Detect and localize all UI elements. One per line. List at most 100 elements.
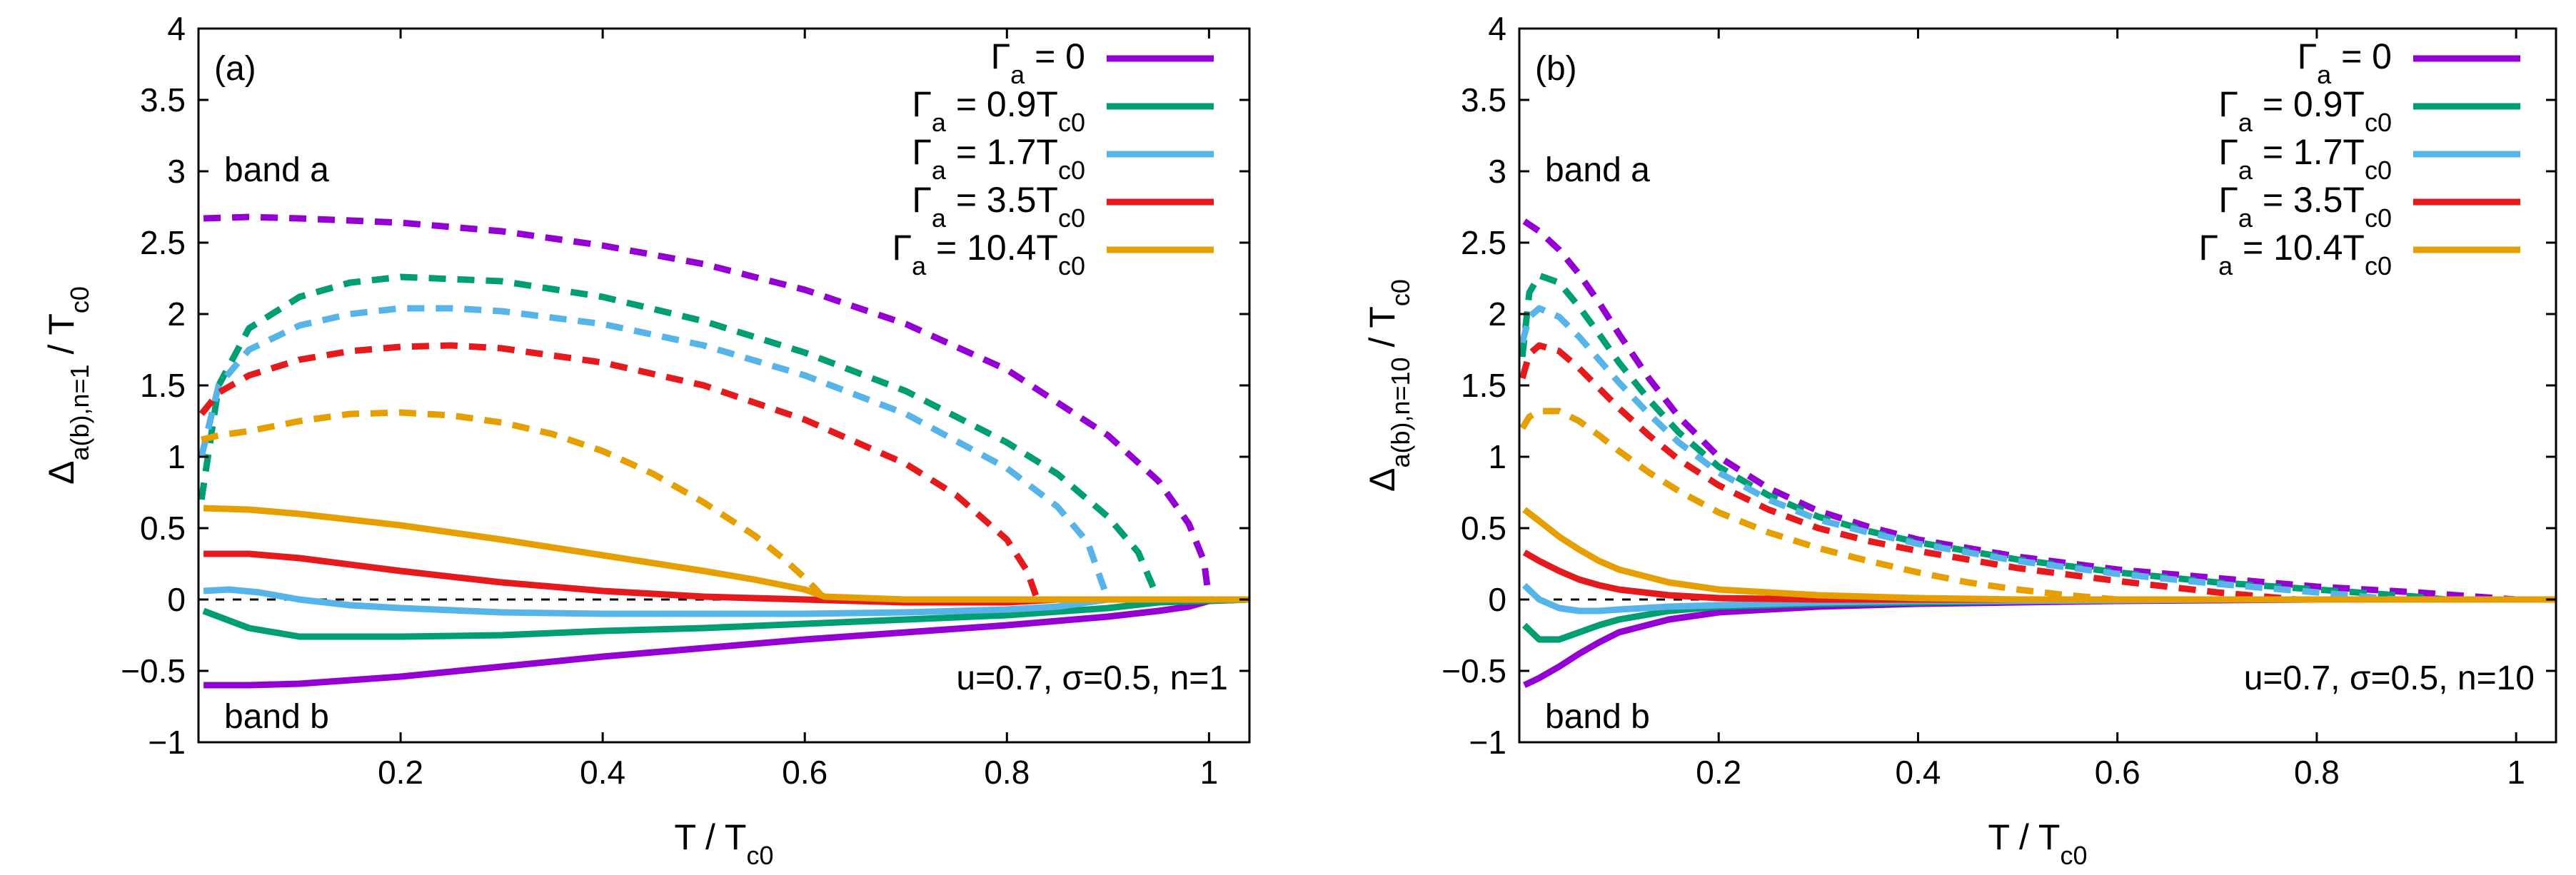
- y-tick-label: 1: [1488, 438, 1506, 475]
- series-line-band-b-1: [202, 596, 1250, 640]
- legend-value: = 0: [1025, 36, 1085, 76]
- legend-value: = 10.4T: [2233, 228, 2365, 268]
- x-axis-label: T / Tc0: [1988, 817, 2088, 870]
- legend-entry-1: Γa = 0.9Tc0: [2218, 84, 2392, 137]
- series-line-band-a-4: [1519, 408, 2118, 603]
- y-tick-label: 0.5: [1461, 510, 1506, 547]
- y-tick-label: 0.5: [140, 510, 186, 547]
- x-tick-label: 1: [2507, 754, 2525, 791]
- legend-value: = 10.4T: [926, 228, 1058, 268]
- legend-value: = 0.9T: [2253, 84, 2365, 124]
- y-axis-label-suffix: / T: [41, 313, 81, 364]
- x-tick-label: 0.6: [2095, 754, 2140, 791]
- legend-gamma: Γ: [912, 180, 932, 220]
- y-tick-label: 0: [1488, 581, 1506, 618]
- x-tick-label: 0.2: [378, 754, 423, 791]
- legend-gamma-subscript: a: [912, 251, 927, 280]
- x-axis-label-text: T / T: [1988, 817, 2061, 857]
- y-tick-label: 1.5: [140, 367, 186, 404]
- y-tick-label: 1.5: [1461, 367, 1506, 404]
- legend-value: = 3.5T: [946, 180, 1058, 220]
- legend-gamma-subscript: a: [2238, 203, 2253, 233]
- panel-label: (b): [1535, 50, 1577, 88]
- legend-gamma-subscript: a: [2218, 251, 2233, 280]
- y-tick-label: 2.5: [1461, 224, 1506, 261]
- series-line-band-b-4: [203, 505, 1249, 603]
- x-axis-label-text: T / T: [675, 817, 747, 857]
- y-tick-label: 4: [1488, 10, 1506, 47]
- legend-entry-2: Γa = 1.7Tc0: [912, 132, 1085, 185]
- legend-entry-4: Γa = 10.4Tc0: [892, 228, 1085, 280]
- legend-value-subscript: c0: [1058, 251, 1085, 280]
- legend-entry-3: Γa = 3.5Tc0: [912, 180, 1085, 233]
- legend-value: = 1.7T: [946, 132, 1058, 172]
- legend-value: = 3.5T: [2253, 180, 2365, 220]
- y-axis-label-subscript: a(b),n=10: [1386, 357, 1415, 467]
- x-axis-label-subscript: c0: [2060, 841, 2087, 870]
- legend-gamma: Γ: [2199, 228, 2219, 268]
- legend-value-subscript: c0: [1058, 108, 1085, 137]
- band-a-annotation: band a: [1545, 151, 1650, 189]
- x-axis-label: T / Tc0: [675, 817, 774, 870]
- legend-gamma: Γ: [912, 132, 932, 172]
- legend-gamma-subscript: a: [2238, 108, 2253, 137]
- legend-value-subscript: c0: [2365, 251, 2392, 280]
- panel-a: −1 −0.5 0 0.5 1 1.5 2 2.5 3 3.5 4 0.2 0.4 0.6 0.8 1 T / …: [41, 10, 1251, 870]
- series-line-band-b-4: [1522, 507, 2556, 603]
- legend-gamma: Γ: [2218, 84, 2238, 124]
- x-tick-label: 1: [1200, 754, 1219, 791]
- legend-gamma: Γ: [912, 84, 932, 124]
- x-tick-label: 0.8: [2294, 754, 2340, 791]
- y-tick-label: 3: [167, 153, 186, 190]
- y-axis-label: Δa(b),n=1 / Tc0: [41, 286, 94, 485]
- y-tick-label: −0.5: [1442, 652, 1506, 689]
- y-tick-label: 2: [167, 295, 186, 333]
- y-tick-label: −0.5: [121, 652, 186, 689]
- series-line-band-a-3: [198, 342, 1041, 601]
- legend-entry-2: Γa = 1.7Tc0: [2218, 132, 2392, 185]
- y-tick-label: 3.5: [1461, 81, 1506, 118]
- legend-entry-1: Γa = 0.9Tc0: [912, 84, 1085, 137]
- y-tick-label: 1: [167, 438, 186, 475]
- y-tick-label: 3: [1488, 153, 1506, 190]
- x-tick-label: 0.8: [984, 754, 1030, 791]
- y-axis-label-suffix-subscript: c0: [1386, 279, 1415, 306]
- legend-entry-3: Γa = 3.5Tc0: [2218, 180, 2392, 233]
- legend-value-subscript: c0: [2365, 108, 2392, 137]
- x-tick-label: 0.4: [1895, 754, 1941, 791]
- series-line-band-a-0: [203, 213, 1212, 600]
- y-axis-label: Δa(b),n=10 / Tc0: [1362, 279, 1415, 492]
- band-a-annotation: band a: [224, 151, 329, 189]
- y-tick-label: 2.5: [140, 224, 186, 261]
- series-line-band-a-2: [198, 305, 1112, 601]
- legend-gamma-subscript: a: [932, 108, 947, 137]
- x-tick-label: 0.4: [580, 754, 625, 791]
- legend-value-subscript: c0: [2365, 156, 2392, 185]
- legend-value: = 1.7T: [2253, 132, 2365, 172]
- y-tick-label: 3.5: [140, 81, 186, 118]
- series-line-band-b-2: [203, 586, 1249, 617]
- legend-gamma-subscript: a: [932, 156, 947, 185]
- x-axis-label-subscript: c0: [746, 841, 773, 870]
- y-axis-label-subscript: a(b),n=1: [65, 364, 94, 460]
- legend-value: = 0: [2331, 36, 2392, 76]
- band-b-annotation: band b: [224, 698, 329, 736]
- y-axis-label-delta: Δ: [1362, 468, 1402, 492]
- legend-gamma: Γ: [2298, 36, 2318, 76]
- panel-label: (a): [214, 50, 256, 88]
- y-tick-label: 0: [167, 581, 186, 618]
- legend-gamma: Γ: [2218, 180, 2238, 220]
- legend-gamma-subscript: a: [2238, 156, 2253, 185]
- y-axis-label-suffix: / T: [1362, 306, 1402, 357]
- legend-value-subscript: c0: [1058, 156, 1085, 185]
- series-line-band-a-1: [1519, 272, 2447, 603]
- y-tick-label: −1: [149, 724, 186, 761]
- legend-value-subscript: c0: [1058, 203, 1085, 233]
- y-tick-label: 4: [167, 10, 186, 47]
- legend-gamma: Γ: [892, 228, 912, 268]
- legend-value: = 0.9T: [946, 84, 1058, 124]
- legend-gamma-subscript: a: [932, 203, 947, 233]
